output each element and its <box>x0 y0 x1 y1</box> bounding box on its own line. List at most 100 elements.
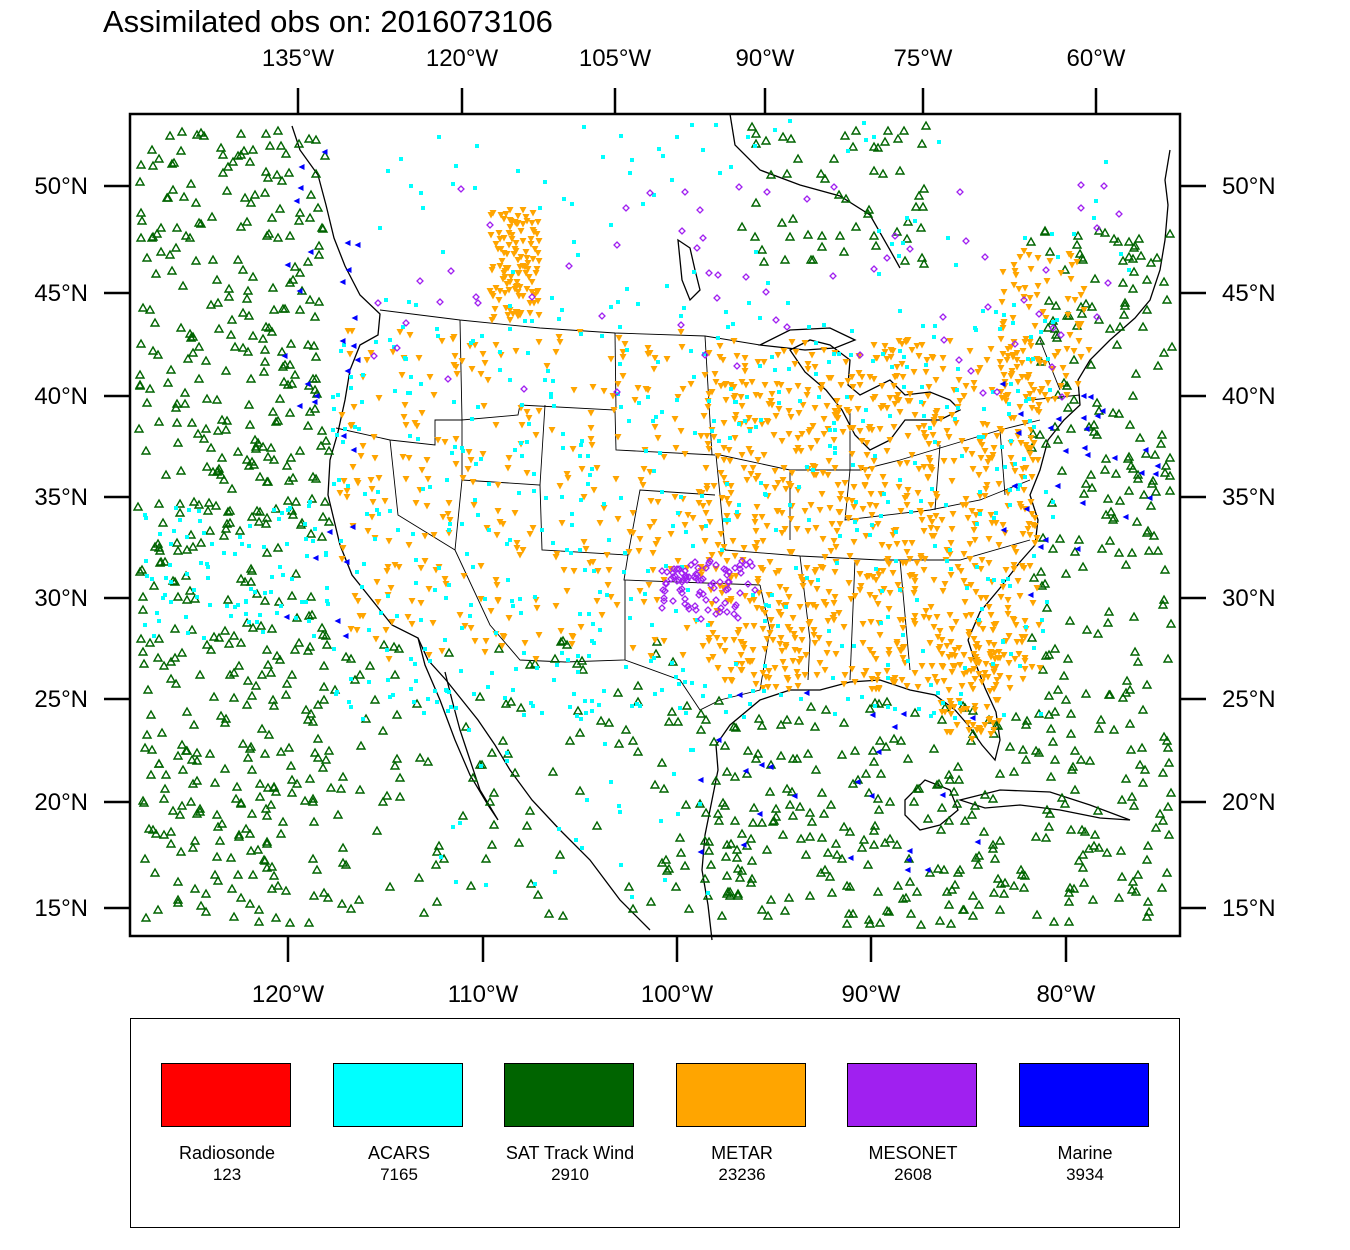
metar-marker <box>745 415 753 422</box>
sat-track-wind-marker <box>286 669 298 679</box>
sat-track-wind-marker <box>869 820 881 830</box>
metar-marker <box>511 510 519 517</box>
lat-label-right: 45°N <box>1222 280 1276 307</box>
metar-marker <box>856 587 864 594</box>
sat-track-wind-marker <box>275 140 287 150</box>
metar-marker <box>962 447 970 454</box>
acars-marker <box>838 534 842 538</box>
acars-marker <box>586 454 590 458</box>
metar-marker <box>487 232 495 239</box>
metar-marker <box>778 648 786 655</box>
metar-marker <box>903 460 911 467</box>
acars-marker <box>1028 419 1032 423</box>
acars-marker <box>332 647 336 651</box>
metar-marker <box>770 432 778 439</box>
sat-track-wind-marker <box>1158 276 1170 286</box>
sat-track-wind-marker <box>189 883 201 893</box>
acars-marker <box>1000 445 1004 449</box>
acars-marker <box>433 689 437 693</box>
acars-marker <box>349 375 353 379</box>
sat-track-wind-marker <box>217 167 229 177</box>
sat-track-wind-marker <box>195 127 207 137</box>
acars-marker <box>1046 357 1050 361</box>
sat-track-wind-marker <box>391 753 403 763</box>
metar-marker <box>885 544 893 551</box>
sat-track-wind-marker <box>304 212 316 222</box>
sat-track-wind-marker <box>245 576 257 586</box>
metar-marker <box>353 478 361 485</box>
sat-track-wind-marker <box>232 869 244 879</box>
sat-track-wind-marker <box>574 727 586 737</box>
sat-track-wind-marker <box>899 255 911 265</box>
sat-track-wind-marker <box>192 428 204 438</box>
sat-track-wind-marker <box>215 142 227 152</box>
metar-marker <box>614 516 622 523</box>
metar-marker <box>1004 353 1012 360</box>
sat-track-wind-marker <box>266 623 278 633</box>
acars-marker <box>992 516 996 520</box>
metar-marker <box>810 627 818 634</box>
acars-marker <box>981 435 985 439</box>
sat-track-wind-marker <box>304 294 316 304</box>
marine-marker <box>1074 546 1081 552</box>
sat-track-wind-marker <box>332 809 344 819</box>
metar-marker <box>516 264 524 271</box>
metar-marker <box>842 359 850 366</box>
acars-marker <box>343 427 347 431</box>
metar-marker <box>752 681 760 688</box>
acars-marker <box>671 524 675 528</box>
acars-marker <box>367 628 371 632</box>
metar-marker <box>956 398 964 405</box>
metar-marker <box>526 531 534 538</box>
sat-track-wind-marker <box>695 708 707 718</box>
sat-track-wind-marker <box>222 594 234 604</box>
metar-marker <box>453 371 461 378</box>
sat-track-wind-marker <box>543 908 555 918</box>
metar-marker <box>901 495 909 502</box>
acars-marker <box>661 154 665 158</box>
sat-track-wind-marker <box>259 748 271 758</box>
acars-marker <box>864 408 868 412</box>
sat-track-wind-marker <box>816 230 828 240</box>
metar-marker <box>529 256 537 263</box>
acars-marker <box>560 651 564 655</box>
metar-marker <box>557 628 565 635</box>
metar-marker <box>1042 315 1050 322</box>
acars-marker <box>1003 465 1007 469</box>
metar-marker <box>981 493 989 500</box>
metar-marker <box>1041 360 1049 367</box>
metar-marker <box>883 448 891 455</box>
mesonet-marker <box>720 565 728 573</box>
acars-marker <box>919 499 923 503</box>
acars-marker <box>461 449 465 453</box>
sat-track-wind-marker <box>316 222 328 232</box>
sat-track-wind-marker <box>781 714 793 724</box>
acars-marker <box>506 578 510 582</box>
acars-marker <box>587 654 591 658</box>
acars-marker <box>576 253 580 257</box>
metar-marker <box>1022 394 1030 401</box>
sat-track-wind-marker <box>838 246 850 256</box>
sat-track-wind-marker <box>756 817 768 827</box>
acars-marker <box>277 517 281 521</box>
metar-marker <box>785 594 793 601</box>
metar-marker <box>748 379 756 386</box>
top-axis-label: 60°W <box>1067 45 1126 72</box>
metar-marker <box>759 626 767 633</box>
metar-marker <box>934 634 942 641</box>
metar-marker <box>479 451 487 458</box>
metar-marker <box>783 675 791 682</box>
sat-track-wind-marker <box>881 905 893 915</box>
mesonet-marker <box>622 204 630 212</box>
acars-marker <box>871 359 875 363</box>
acars-marker <box>978 490 982 494</box>
acars-marker <box>519 611 523 615</box>
metar-marker <box>408 598 416 605</box>
acars-marker <box>253 590 257 594</box>
mesonet-marker <box>993 388 1001 396</box>
acars-marker <box>362 562 366 566</box>
sat-track-wind-marker <box>941 886 953 896</box>
metar-marker <box>396 329 404 336</box>
mesonet-marker <box>829 272 837 280</box>
metar-marker <box>506 207 514 214</box>
